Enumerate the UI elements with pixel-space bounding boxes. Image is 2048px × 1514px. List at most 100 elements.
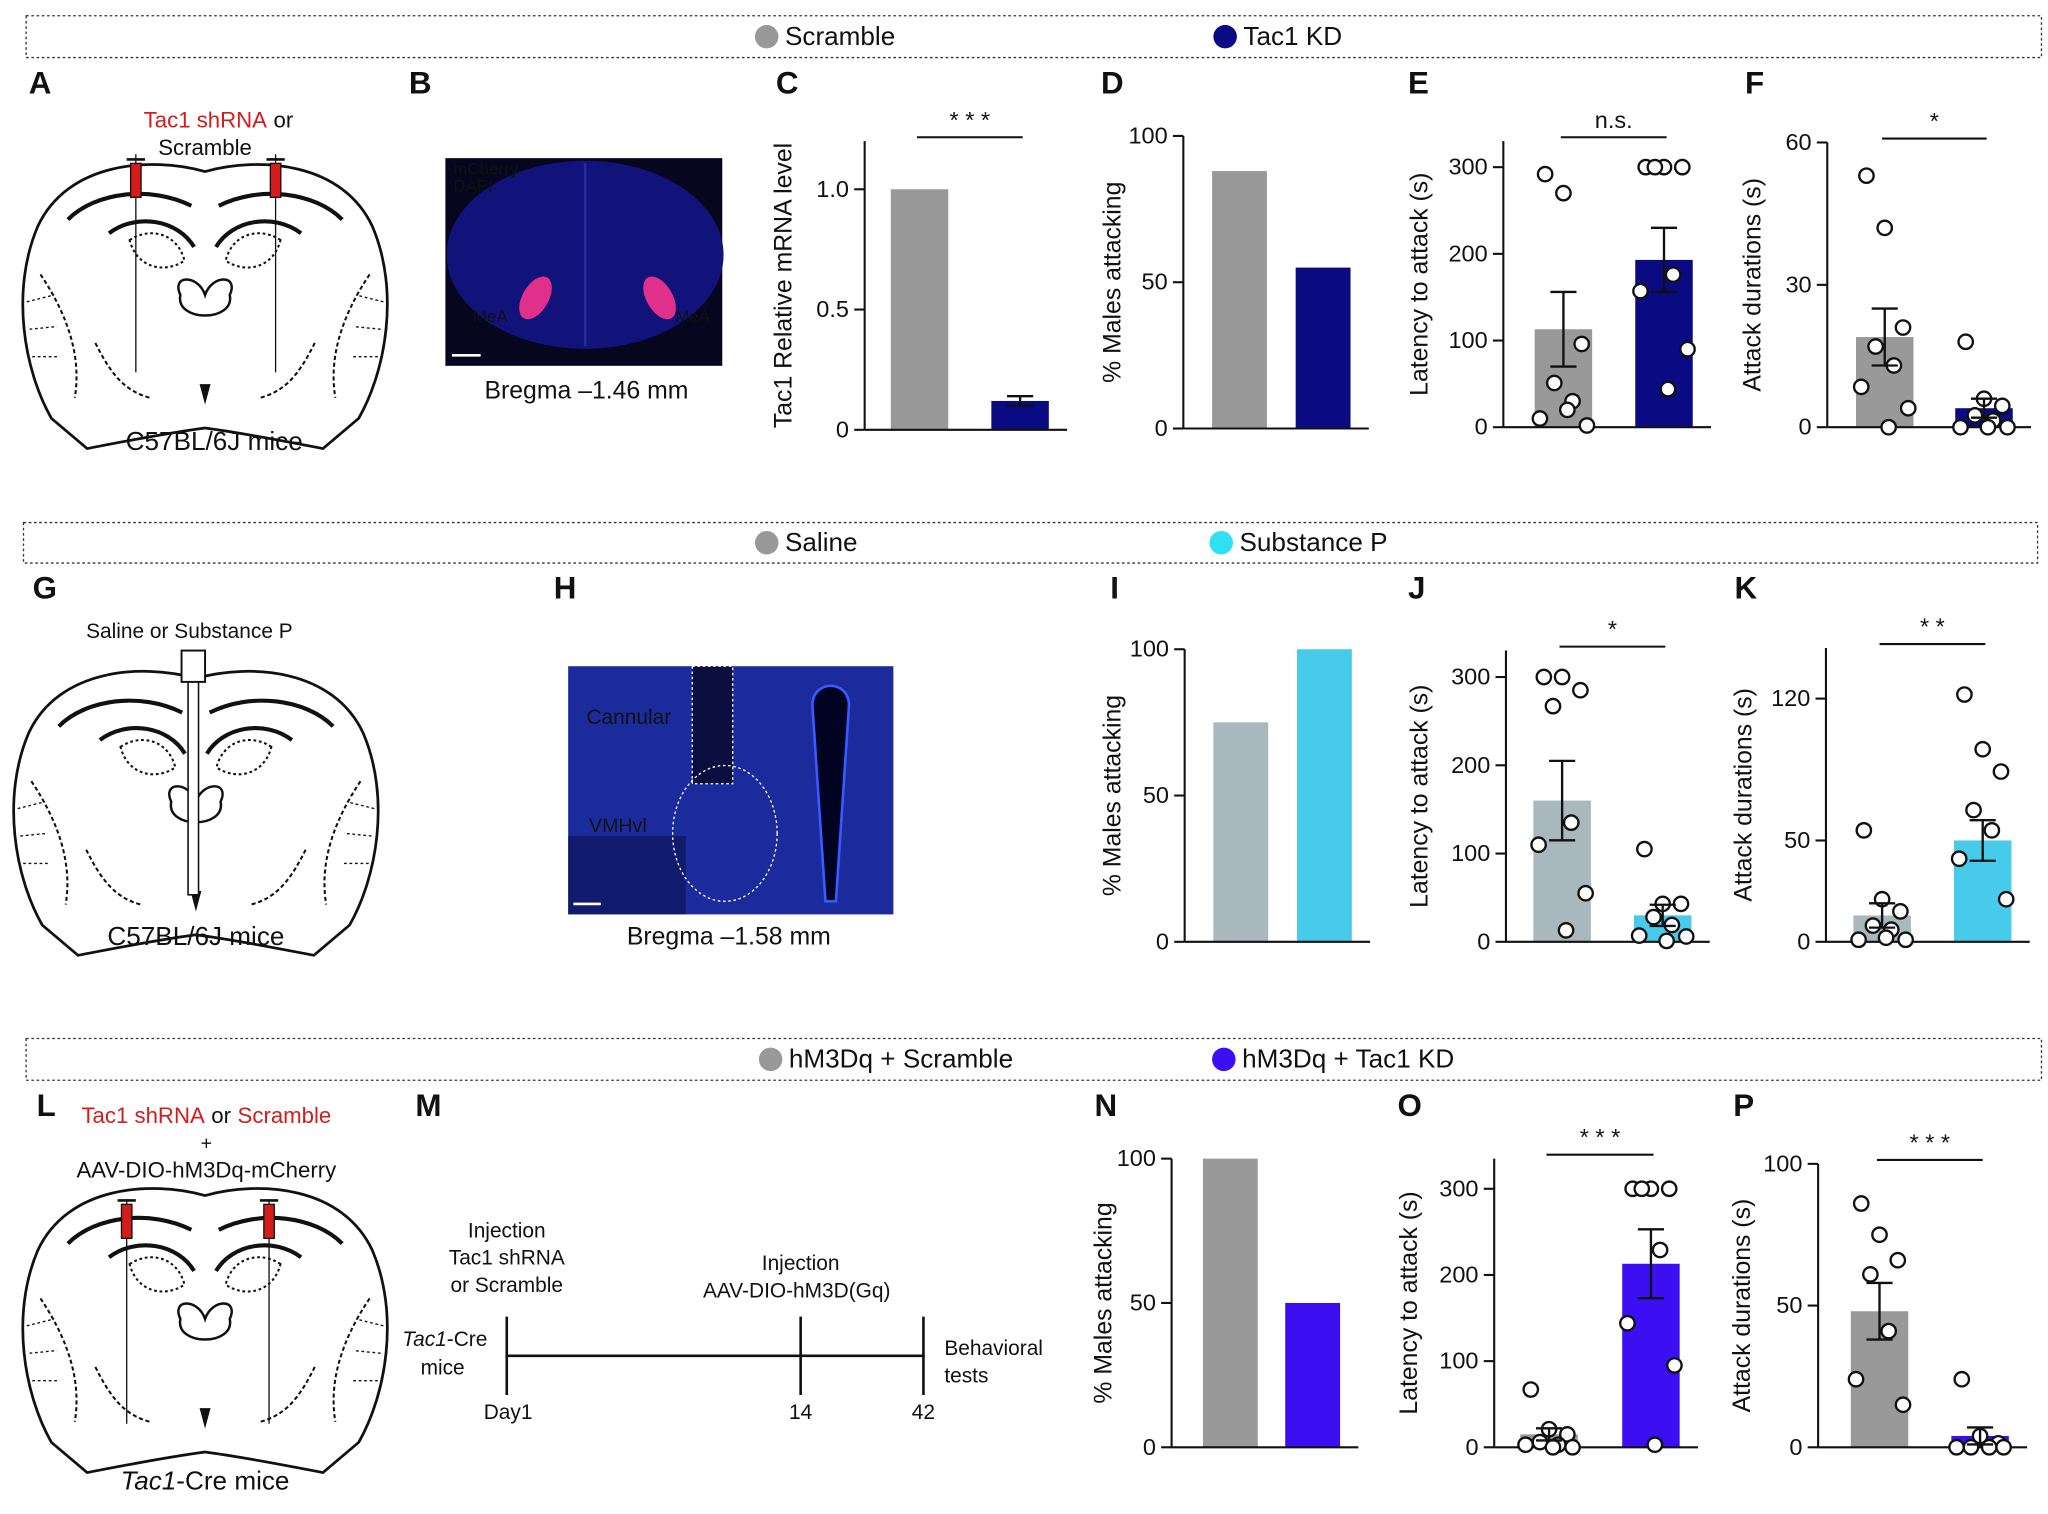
timeline-label: Tac1: [402, 1328, 447, 1351]
data-point: [1544, 697, 1562, 715]
panel-letter: L: [37, 1088, 56, 1123]
label: Tac1 shRNA: [81, 1103, 205, 1128]
caption: -Cre mice: [176, 1465, 289, 1495]
label: Scramble: [158, 135, 252, 160]
y-tick-label: 0.5: [816, 296, 849, 322]
y-tick-label: 60: [1785, 129, 1811, 155]
data-point: [1880, 418, 1898, 436]
legend-box: [25, 15, 2043, 59]
data-point: [1553, 668, 1571, 686]
panel-letter: M: [415, 1088, 441, 1123]
data-point: [1948, 1438, 1965, 1456]
data-point: [1659, 380, 1677, 398]
timeline-label: AAV-DIO-hM3D(Gq): [703, 1279, 891, 1302]
data-point: [1992, 763, 2010, 780]
data-point: [1877, 929, 1895, 947]
y-tick-label: 50: [1143, 782, 1169, 808]
y-tick-label: 0: [1143, 1434, 1156, 1460]
panel-letter: A: [29, 65, 52, 100]
data-point: [1847, 1370, 1865, 1388]
data-point: [1864, 917, 1882, 934]
data-point: [1999, 418, 2016, 436]
y-tick-label: 50: [1776, 1292, 1802, 1318]
data-point: [1557, 921, 1575, 939]
data-point: [1858, 167, 1875, 185]
data-point: [1956, 686, 1973, 703]
error-bar: [1535, 1427, 1563, 1442]
legend-label: hM3Dq + Tac1 KD: [1242, 1044, 1454, 1074]
y-axis-label: % Males attacking: [1100, 182, 1127, 383]
data-point: [1672, 895, 1690, 913]
panel-letter: C: [776, 65, 799, 100]
timeline-tick: 42: [912, 1401, 935, 1424]
label: Tac1 shRNA or Scramble: [81, 1103, 331, 1128]
data-point: [1664, 266, 1682, 284]
y-tick-label: 200: [1448, 240, 1487, 266]
y-tick-label: 200: [1439, 1261, 1478, 1287]
label: or: [211, 1103, 231, 1128]
data-point: [1899, 399, 1917, 417]
data-point: [1636, 840, 1653, 858]
timeline-label: -Cre: [447, 1328, 488, 1351]
data-point: [1852, 1195, 1870, 1212]
data-point: [1679, 340, 1696, 358]
error-bar: [1007, 394, 1034, 407]
timeline: [505, 1316, 925, 1396]
significance-label: * * *: [950, 107, 991, 133]
error-bar: [1650, 226, 1678, 294]
y-tick-label: 0: [836, 416, 849, 442]
data-point: [1997, 890, 2015, 908]
legend-swatch: [754, 24, 779, 49]
label: or: [274, 107, 294, 132]
region-label: VMHvl: [589, 815, 647, 837]
data-point: [1852, 378, 1870, 396]
data-point: [1983, 821, 2001, 839]
y-tick-label: 50: [1142, 269, 1168, 295]
panel-l-schematic: [23, 1189, 388, 1473]
error-bar: [1967, 1426, 1994, 1446]
label: AAV-DIO-hM3Dq-mCherry: [77, 1158, 338, 1183]
panel-letter: H: [554, 571, 577, 606]
data-point: [1894, 319, 1912, 336]
significance-label: * *: [1920, 614, 1945, 640]
label: +: [201, 1132, 212, 1154]
caption: C57BL/6J mice: [126, 426, 303, 456]
legend-swatch: [758, 1047, 783, 1072]
region-label: MeA: [675, 307, 711, 326]
panel-letter: D: [1101, 65, 1124, 100]
y-tick-label: 0: [1475, 414, 1488, 440]
timeline-label: mice: [421, 1356, 465, 1379]
caption: Bregma –1.46 mm: [484, 377, 688, 404]
data-point: [1974, 740, 1992, 758]
y-tick-label: 100: [1439, 1348, 1478, 1374]
data-point: [1630, 927, 1648, 944]
data-point: [1966, 406, 1984, 424]
y-axis-label: Tac1 Relative mRNA level: [771, 143, 798, 428]
timeline-label: Injection: [468, 1219, 546, 1242]
significance-label: *: [1608, 616, 1617, 642]
data-point: [1889, 1251, 1907, 1269]
legend-label: Substance P: [1240, 527, 1388, 557]
legend-swatch: [1212, 1047, 1236, 1072]
legend-label: hM3Dq + Scramble: [789, 1044, 1013, 1074]
region-label: MeA: [473, 307, 509, 326]
data-point: [1871, 1226, 1888, 1244]
significance-label: * * *: [1580, 1124, 1621, 1150]
y-axis-label: % Males attacking: [1100, 695, 1127, 896]
caption: Tac1-Cre mice: [121, 1465, 290, 1495]
panel-letter: E: [1408, 65, 1429, 100]
label: Tac1 shRNA or: [144, 107, 294, 132]
data-point: [1558, 401, 1576, 419]
data-point: [1651, 1241, 1669, 1259]
y-tick-label: 0: [1477, 928, 1490, 954]
y-tick-label: 0: [1789, 1434, 1802, 1460]
data-point: [1957, 333, 1975, 351]
y-tick-label: 100: [1451, 840, 1490, 866]
y-tick-label: 50: [1130, 1289, 1156, 1315]
legend-swatch: [1213, 24, 1237, 49]
data-point: [1962, 1438, 1980, 1456]
significance-label: * * *: [1910, 1129, 1951, 1155]
label: Scramble: [238, 1103, 332, 1128]
error-bar: [1871, 307, 1898, 367]
